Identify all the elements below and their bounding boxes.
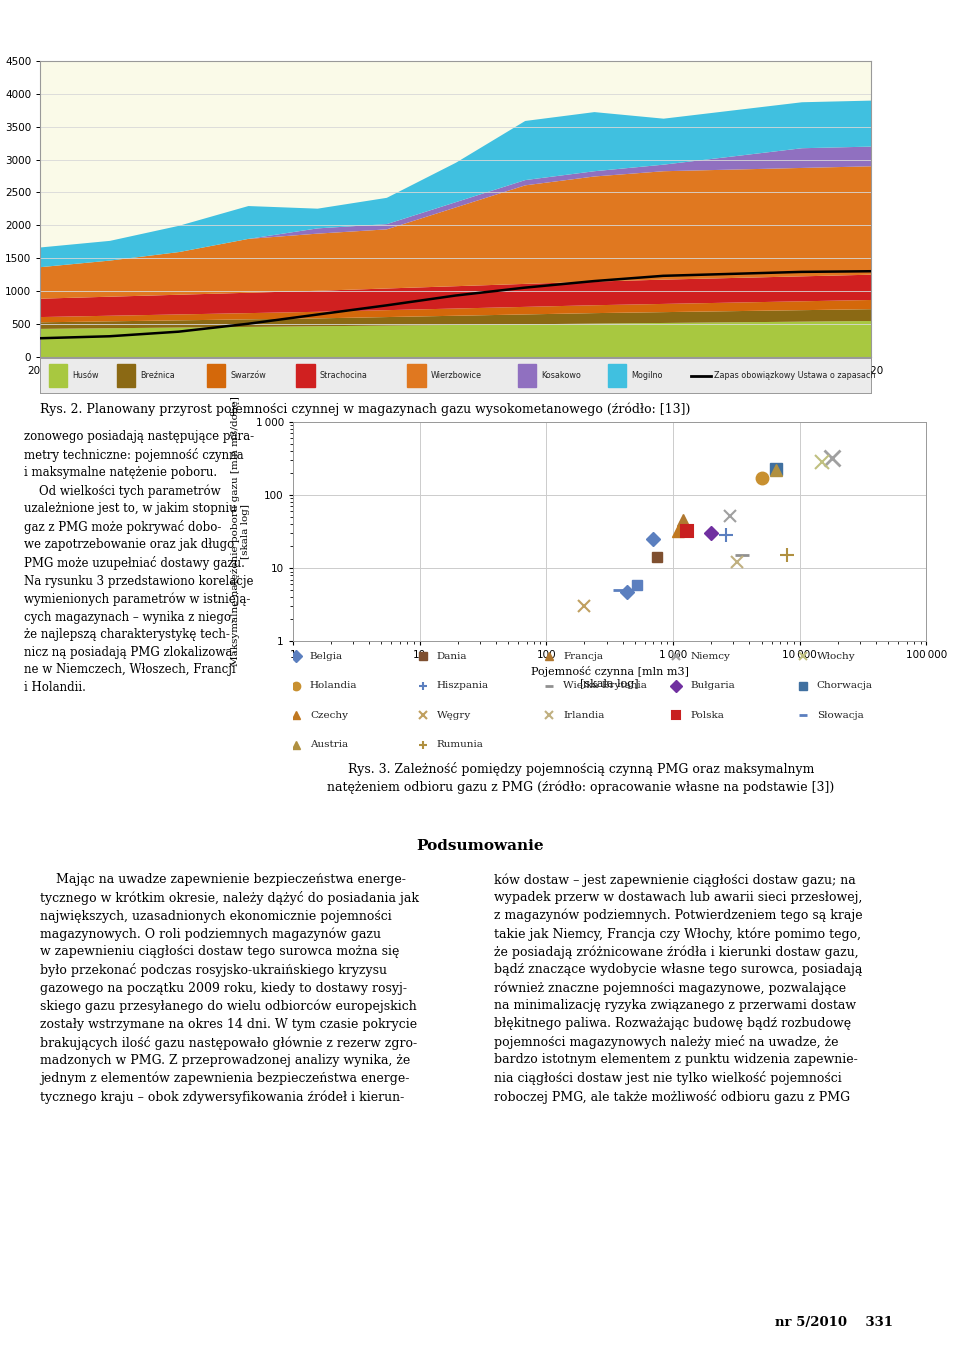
Text: Irlandia: Irlandia (564, 711, 605, 720)
Bar (117, 365, 135, 386)
Text: nr 5/2010    331: nr 5/2010 331 (776, 1315, 894, 1329)
Text: Francja: Francja (564, 652, 603, 660)
Text: Mając na uwadze zapewnienie bezpieczeństwa energe-
tycznego w krótkim okresie, n: Mając na uwadze zapewnienie bezpieczeńst… (40, 873, 420, 1104)
Text: Wielka Brytania: Wielka Brytania (564, 681, 647, 690)
Text: Czechy: Czechy (310, 711, 348, 720)
Text: Słowacja: Słowacja (817, 711, 864, 720)
Text: Wierzbowice: Wierzbowice (431, 372, 482, 380)
Bar (518, 365, 537, 386)
Text: Niemcy: Niemcy (690, 652, 730, 660)
Text: Husów: Husów (72, 372, 98, 380)
Text: Swarzów: Swarzów (230, 372, 266, 380)
Text: Holandia: Holandia (310, 681, 357, 690)
Text: Strachocina: Strachocina (320, 372, 368, 380)
Text: ków dostaw – jest zapewnienie ciągłości dostaw gazu; na
wypadek przerw w dostawa: ków dostaw – jest zapewnienie ciągłości … (494, 873, 863, 1104)
Text: Polska: Polska (690, 711, 724, 720)
Text: Węgry: Węgry (437, 711, 470, 720)
Text: artykuły: artykuły (716, 22, 791, 41)
Bar (608, 365, 626, 386)
Bar (206, 365, 225, 386)
Text: Hiszpania: Hiszpania (437, 681, 489, 690)
Text: Dania: Dania (437, 652, 468, 660)
Bar (297, 365, 315, 386)
Y-axis label: Maksymalne natężenie poboru gazu [mln m3/dobę]
[skala log]: Maksymalne natężenie poboru gazu [mln m3… (230, 396, 250, 667)
Text: Rys. 3. Zależność pomiędzy pojemnością czynną PMG oraz maksymalnym
natężeniem od: Rys. 3. Zależność pomiędzy pojemnością c… (327, 762, 834, 795)
Text: Chorwacja: Chorwacja (817, 681, 873, 690)
Text: Rumunia: Rumunia (437, 740, 484, 749)
Text: Włochy: Włochy (817, 652, 855, 660)
X-axis label: Pojemność czynna [mln m3]
[skala log]: Pojemność czynna [mln m3] [skala log] (531, 666, 688, 689)
Text: Austria: Austria (310, 740, 348, 749)
Text: Podsumowanie: Podsumowanie (417, 839, 543, 853)
Text: Belgia: Belgia (310, 652, 343, 660)
Text: Mogilno: Mogilno (631, 372, 662, 380)
Bar (49, 365, 67, 386)
Bar (407, 365, 425, 386)
Text: Zapas obowiązkowy Ustawa o zapasach: Zapas obowiązkowy Ustawa o zapasach (714, 372, 876, 380)
Text: zonowego posiadają następujące para-
metry techniczne: pojemność czynna
i maksym: zonowego posiadają następujące para- met… (24, 430, 254, 694)
Text: Breźnica: Breźnica (140, 372, 175, 380)
Text: Rys. 2. Planowany przyrost pojemności czynnej w magazynach gazu wysokometanowego: Rys. 2. Planowany przyrost pojemności cz… (40, 403, 690, 416)
Text: Bułgaria: Bułgaria (690, 681, 734, 690)
Text: Kosakowo: Kosakowo (541, 372, 582, 380)
